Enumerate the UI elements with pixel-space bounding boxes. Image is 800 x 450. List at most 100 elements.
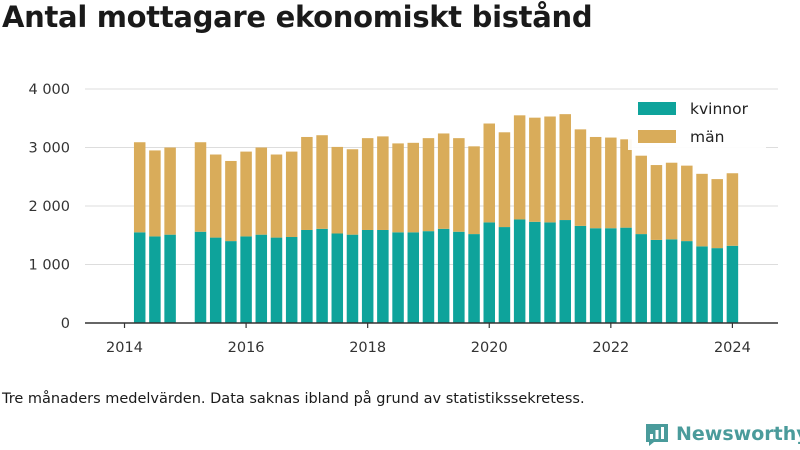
bar-kvinnor <box>681 241 693 323</box>
bar-kvinnor <box>498 227 511 323</box>
bar-kvinnor <box>225 241 237 323</box>
bar-kvinnor <box>696 246 708 323</box>
bar-kvinnor <box>711 248 723 323</box>
bar-kvinnor <box>164 234 176 323</box>
bar-man <box>270 154 283 238</box>
x-tick-label: 2016 <box>228 340 265 356</box>
bar-kvinnor <box>483 222 495 323</box>
bar-kvinnor <box>650 239 663 323</box>
bar-man <box>696 173 708 247</box>
bar-man <box>361 138 374 230</box>
bar-kvinnor <box>255 234 268 323</box>
bar-man <box>392 143 404 233</box>
bar-kvinnor <box>605 228 617 323</box>
bar-kvinnor <box>361 229 374 323</box>
bar-kvinnor <box>285 237 298 323</box>
bar-kvinnor <box>301 229 313 323</box>
bar-man <box>422 138 435 232</box>
x-tick-label: 2022 <box>592 340 629 356</box>
bar-kvinnor <box>726 245 739 323</box>
bar-man <box>453 138 465 232</box>
bar-man <box>529 117 541 222</box>
bar-man <box>331 146 344 234</box>
bar-man <box>681 165 693 242</box>
page-title: Antal mottagare ekonomiskt bistånd <box>2 0 593 34</box>
bar-kvinnor <box>453 231 465 323</box>
bar-man <box>225 160 237 242</box>
bar-kvinnor <box>468 234 480 323</box>
bar-kvinnor <box>665 239 678 323</box>
bar-man <box>149 150 161 237</box>
brand-name: Newsworthy <box>676 423 800 445</box>
y-tick-label: 0 <box>61 316 70 332</box>
bar-man <box>316 135 328 229</box>
bar-kvinnor <box>574 225 587 323</box>
bar-man <box>665 162 678 240</box>
bar-man <box>574 129 587 226</box>
bar-man <box>498 132 511 228</box>
legend-label-kvinnor: kvinnor <box>690 100 749 118</box>
bar-kvinnor <box>513 219 526 323</box>
bar-man <box>726 173 739 246</box>
stacked-bar-chart: 0 1 000 2 000 3 000 4 000 2014 2016 2018 2020 202… <box>28 82 778 356</box>
bar-kvinnor <box>377 229 389 323</box>
bar-kvinnor <box>407 232 420 323</box>
bar-kvinnor <box>559 220 571 323</box>
bar-man <box>407 142 420 233</box>
legend-label-man: män <box>690 128 724 146</box>
bar-kvinnor <box>209 237 222 323</box>
bar-kvinnor <box>544 222 556 323</box>
y-tick-label: 2 000 <box>28 199 70 215</box>
bar-man <box>133 142 146 233</box>
x-tick-label: 2024 <box>714 340 751 356</box>
bar-kvinnor <box>620 227 632 323</box>
legend-swatch-man <box>638 130 676 143</box>
bar-man <box>635 155 647 235</box>
y-tick-label: 4 000 <box>28 82 70 98</box>
bar-kvinnor <box>149 236 161 323</box>
bar-kvinnor <box>437 228 450 323</box>
bar-kvinnor <box>331 233 344 323</box>
bar-man <box>301 136 313 230</box>
y-tick-label: 1 000 <box>28 258 70 274</box>
bar-kvinnor <box>133 232 146 323</box>
x-tick-label: 2014 <box>106 340 143 356</box>
bar-kvinnor <box>422 231 435 323</box>
brand-logo: Newsworthy <box>644 420 800 448</box>
bar-man <box>483 123 495 223</box>
legend: kvinnor män <box>628 93 766 150</box>
bar-kvinnor <box>346 234 359 323</box>
bar-kvinnor <box>270 237 283 323</box>
bar-man <box>164 147 176 235</box>
bar-man <box>620 139 632 228</box>
bar-kvinnor <box>529 221 541 323</box>
bar-man <box>589 136 602 229</box>
bar-man <box>544 116 556 223</box>
bar-kvinnor <box>392 232 404 323</box>
bar-man <box>605 137 617 229</box>
bar-man <box>194 142 207 232</box>
bar-man <box>650 165 663 240</box>
bar-chart-logo-icon <box>646 424 668 446</box>
bar-man <box>255 147 268 235</box>
x-tick-label: 2018 <box>349 340 386 356</box>
bar-kvinnor <box>194 231 207 323</box>
bar-kvinnor <box>589 228 602 323</box>
bar-man <box>240 151 252 237</box>
bar-man <box>209 154 222 238</box>
x-tick-label: 2020 <box>471 340 508 356</box>
bar-kvinnor <box>316 228 328 323</box>
y-tick-label: 3 000 <box>28 141 70 157</box>
bar-man <box>468 146 480 235</box>
legend-swatch-kvinnor <box>638 102 676 115</box>
bar-man <box>559 114 571 221</box>
footnote: Tre månaders medelvärden. Data saknas ib… <box>2 391 585 407</box>
bar-kvinnor <box>635 234 647 323</box>
bar-man <box>346 149 359 235</box>
axes: 0 1 000 2 000 3 000 4 000 2014 2016 2018 2020 202… <box>28 82 778 356</box>
bar-kvinnor <box>240 236 252 323</box>
bar-man <box>513 115 526 220</box>
bar-man <box>437 133 450 229</box>
bar-man <box>711 179 723 249</box>
bar-man <box>377 136 389 230</box>
